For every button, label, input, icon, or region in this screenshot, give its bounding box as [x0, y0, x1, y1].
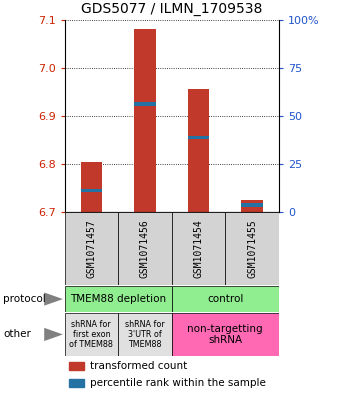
- Text: GSM1071457: GSM1071457: [86, 219, 96, 278]
- Bar: [69, 362, 84, 369]
- Text: transformed count: transformed count: [90, 361, 188, 371]
- Bar: [69, 379, 84, 387]
- Bar: [172, 313, 279, 356]
- Bar: [118, 313, 172, 356]
- Bar: [134, 102, 156, 106]
- Text: control: control: [207, 294, 243, 304]
- Text: shRNA for
3'UTR of
TMEM88: shRNA for 3'UTR of TMEM88: [125, 320, 165, 349]
- Bar: [225, 212, 279, 285]
- Text: non-targetting
shRNA: non-targetting shRNA: [187, 324, 263, 345]
- Bar: [81, 189, 102, 192]
- Bar: [172, 212, 225, 285]
- Text: GSM1071455: GSM1071455: [247, 219, 257, 278]
- Bar: [81, 162, 102, 212]
- Title: GDS5077 / ILMN_1709538: GDS5077 / ILMN_1709538: [81, 2, 262, 16]
- Text: other: other: [3, 329, 31, 340]
- Bar: [65, 212, 118, 285]
- Polygon shape: [44, 292, 63, 306]
- Bar: [241, 203, 263, 207]
- Text: GSM1071456: GSM1071456: [140, 219, 150, 278]
- Bar: [172, 286, 279, 312]
- Bar: [241, 200, 263, 212]
- Bar: [118, 212, 172, 285]
- Bar: [188, 90, 209, 212]
- Text: percentile rank within the sample: percentile rank within the sample: [90, 378, 266, 388]
- Bar: [65, 286, 172, 312]
- Bar: [65, 313, 118, 356]
- Bar: [188, 136, 209, 139]
- Polygon shape: [44, 328, 63, 341]
- Text: shRNA for
first exon
of TMEM88: shRNA for first exon of TMEM88: [69, 320, 113, 349]
- Text: GSM1071454: GSM1071454: [193, 219, 203, 278]
- Bar: [134, 29, 156, 212]
- Text: TMEM88 depletion: TMEM88 depletion: [70, 294, 166, 304]
- Text: protocol: protocol: [3, 294, 46, 304]
